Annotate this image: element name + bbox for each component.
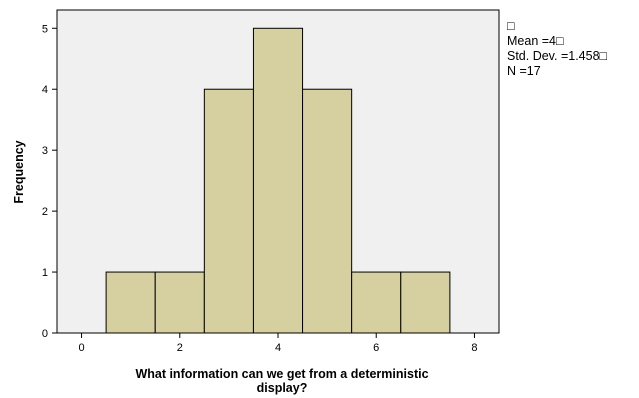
x-tick-label: 4 bbox=[275, 342, 281, 354]
x-axis-title-line-2: display? bbox=[257, 381, 308, 395]
y-axis: 0 1 2 3 4 5 bbox=[42, 23, 57, 340]
y-tick-label: 3 bbox=[42, 145, 48, 157]
histogram-bar-4 bbox=[252, 27, 304, 334]
y-axis-title: Frequency bbox=[12, 140, 26, 203]
histogram-bar-7 bbox=[400, 271, 451, 334]
histogram-bar-3 bbox=[203, 88, 254, 334]
y-tick-label: 2 bbox=[42, 206, 48, 218]
histogram-bar-1 bbox=[105, 271, 156, 334]
y-tick-label: 4 bbox=[42, 84, 48, 96]
histogram-bar-5 bbox=[302, 88, 353, 334]
y-tick-label: 5 bbox=[42, 23, 48, 35]
x-axis-title-line-1: What information can we get from a deter… bbox=[135, 367, 428, 381]
stats-mean: Mean =4□ bbox=[507, 34, 564, 48]
x-tick-label: 8 bbox=[471, 342, 477, 354]
bars-group bbox=[105, 27, 451, 334]
x-axis: 0 2 4 6 8 bbox=[78, 333, 478, 354]
stats-std-dev: Std. Dev. =1.458□ bbox=[507, 49, 608, 63]
stats-symbol-line: □ bbox=[507, 19, 515, 33]
y-tick-label: 1 bbox=[42, 267, 48, 279]
y-tick-label: 0 bbox=[42, 328, 48, 340]
x-tick-label: 6 bbox=[373, 342, 379, 354]
x-tick-label: 2 bbox=[177, 342, 183, 354]
histogram-bar-2 bbox=[154, 271, 205, 334]
x-tick-label: 0 bbox=[78, 342, 84, 354]
histogram-bar-6 bbox=[351, 271, 402, 334]
stats-n: N =17 bbox=[507, 64, 541, 78]
stats-legend: □ Mean =4□ Std. Dev. =1.458□ N =17 bbox=[507, 19, 608, 78]
